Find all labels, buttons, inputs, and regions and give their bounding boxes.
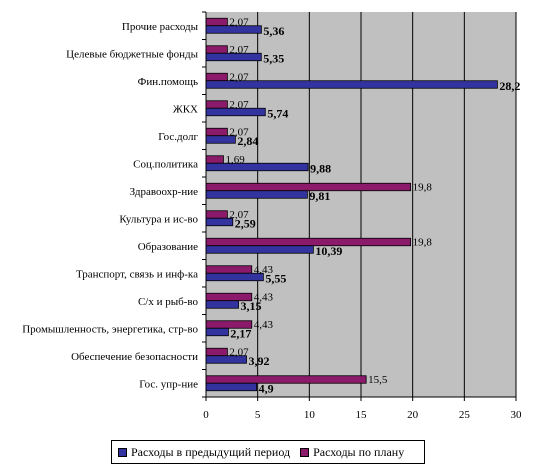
data-label-plan: 15,5 <box>368 374 388 386</box>
category-label: Промышленность, энергетика, стр-во <box>22 323 198 335</box>
bar-plan <box>205 45 228 54</box>
category-label: Гос. упр-ние <box>139 378 198 390</box>
data-label-previous: 28,2 <box>499 79 520 93</box>
legend-item-plan: Расходы по плану <box>300 445 404 460</box>
x-tick-label: 20 <box>407 409 419 421</box>
category-labels: Прочие расходы Целевые бюджетные фонды Фин… <box>22 21 198 391</box>
data-label-previous: 2,84 <box>237 134 258 148</box>
data-label-plan: 2,07 <box>229 99 249 111</box>
x-tick-label: 0 <box>203 409 209 421</box>
category-label: Прочие расходы <box>122 21 199 33</box>
gridlines <box>257 12 517 397</box>
data-label-previous: 4,9 <box>259 381 274 395</box>
bar-plan <box>205 17 228 27</box>
legend-label-previous: Расходы в предыдущий период <box>131 444 291 459</box>
data-label-plan: 2,07 <box>229 16 249 28</box>
bar-plan <box>205 347 228 357</box>
category-label: Соц.политика <box>133 158 198 170</box>
data-label-plan: 19,8 <box>413 181 433 193</box>
category-label: Здравоохр-ние <box>130 186 198 198</box>
data-label-plan: 2,07 <box>229 71 249 83</box>
data-label-previous: 9,88 <box>310 161 331 175</box>
data-label-plan: 2,07 <box>229 209 249 221</box>
legend: Расходы в предыдущий период Расходы по п… <box>111 440 425 464</box>
category-label: С/х и рыб-во <box>138 296 199 308</box>
bar-plan <box>205 182 412 192</box>
bar-plan <box>205 237 412 247</box>
bar-plan <box>205 127 228 137</box>
bar-previous <box>205 245 314 254</box>
category-label: Культура и ис-во <box>119 213 198 225</box>
data-label-plan: 19,8 <box>413 236 433 248</box>
category-label: Образование <box>138 241 198 253</box>
legend-item-previous: Расходы в предыдущий период <box>118 445 290 460</box>
data-label-plan: 4,43 <box>254 291 274 303</box>
data-label-previous: 5,74 <box>267 106 288 120</box>
x-tick-label: 5 <box>255 409 261 421</box>
bar-previous <box>205 300 239 309</box>
data-label-previous: 10,39 <box>315 244 342 258</box>
bar-plan <box>205 375 367 384</box>
category-label: Гос.долг <box>158 131 198 143</box>
bar-plan <box>205 155 224 164</box>
data-label-previous: 2,59 <box>235 216 256 230</box>
value-labels: 2,075,362,075,352,0728,22,075,742,072,84… <box>225 16 520 395</box>
x-tick-label: 15 <box>356 409 368 421</box>
category-label: Целевые бюджетные фонды <box>66 48 198 60</box>
axes <box>202 11 517 401</box>
data-label-plan: 1,69 <box>225 154 245 166</box>
data-label-previous: 3,15 <box>241 299 262 313</box>
category-label: ЖКХ <box>173 103 198 115</box>
bar-previous <box>205 162 309 172</box>
bar-plan <box>205 100 228 109</box>
legend-swatch-plan <box>300 447 310 457</box>
x-tick-label: 25 <box>459 409 471 421</box>
data-label-previous: 2,17 <box>230 326 251 340</box>
data-label-plan: 4,43 <box>254 264 274 276</box>
bar-plan <box>205 265 253 274</box>
data-label-plan: 2,07 <box>229 44 249 56</box>
data-label-previous: 3,92 <box>249 354 270 368</box>
x-tick-labels: 0 5 10 15 20 25 30 <box>203 409 522 421</box>
category-label: Фин.помощь <box>138 76 198 88</box>
data-label-previous: 5,55 <box>265 271 286 285</box>
legend-label-plan: Расходы по плану <box>313 444 405 459</box>
data-label-previous: 9,81 <box>309 189 330 203</box>
bar-previous <box>205 190 308 199</box>
bar-chart: Прочие расходы Целевые бюджетные фонды Фин… <box>22 11 522 421</box>
x-tick-label: 30 <box>511 409 523 421</box>
data-label-plan: 4,43 <box>254 319 274 331</box>
category-label: Транспорт, связь и инф-ка <box>76 268 198 280</box>
data-label-plan: 2,07 <box>229 126 249 138</box>
bar-plan <box>205 210 228 219</box>
legend-swatch-previous <box>118 447 127 457</box>
x-tick-label: 10 <box>304 409 316 421</box>
bar-plan <box>205 72 228 82</box>
data-label-previous: 5,36 <box>263 24 284 38</box>
bar-previous <box>205 80 498 89</box>
bar-previous <box>205 327 229 337</box>
bar-previous <box>205 382 258 392</box>
category-label: Обеспечение безопасности <box>71 351 198 363</box>
data-label-plan: 2,07 <box>229 346 249 358</box>
data-label-previous: 5,35 <box>263 51 284 65</box>
